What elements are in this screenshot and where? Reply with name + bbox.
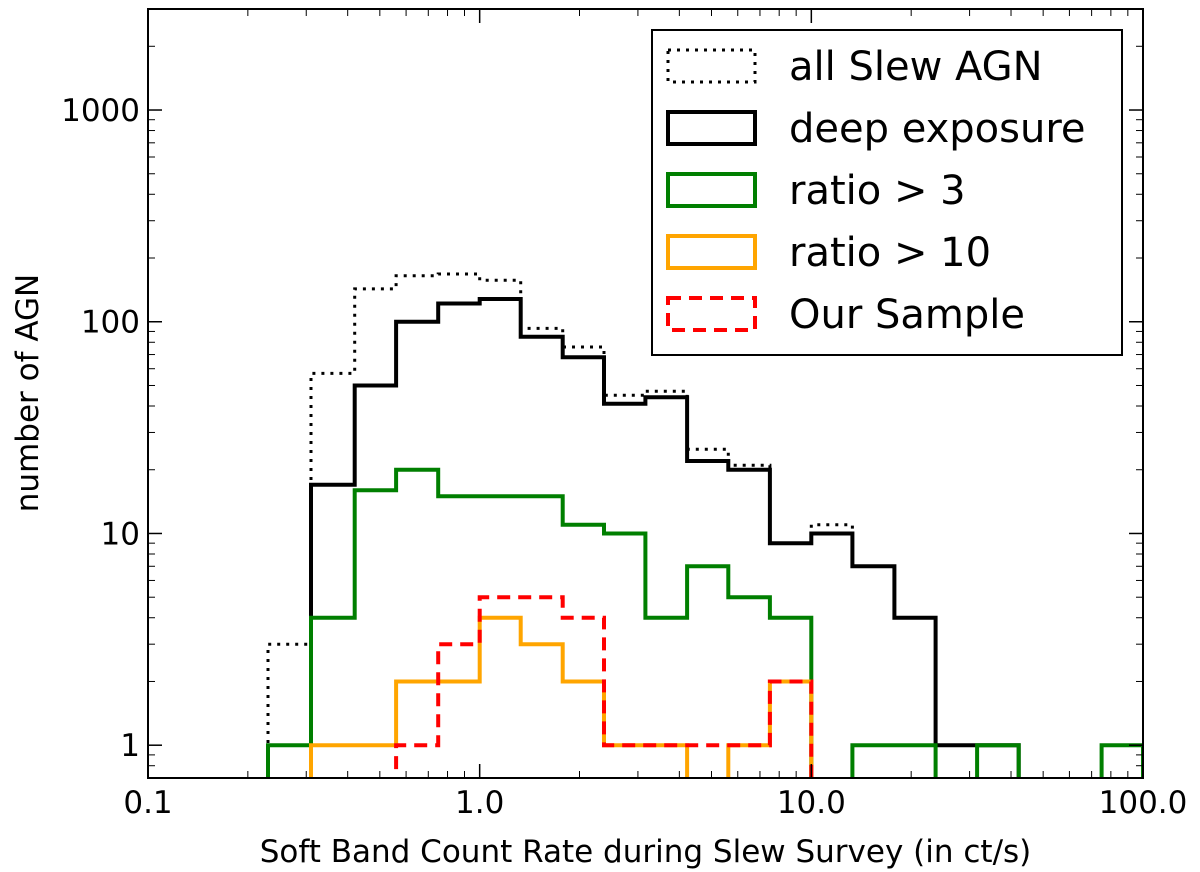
series-line-our-sample xyxy=(394,595,814,778)
legend-label-ratio-10: ratio > 10 xyxy=(789,230,991,276)
legend-label-deep-exposure: deep exposure xyxy=(789,106,1086,152)
series-line-ratio-3 xyxy=(266,467,1143,778)
y-tick-label: 1000 xyxy=(61,93,140,129)
y-tick-label: 1 xyxy=(120,728,140,764)
legend-swatch-our-sample xyxy=(666,296,757,332)
x-axis-title: Soft Band Count Rate during Slew Survey … xyxy=(260,834,1032,870)
legend-box xyxy=(651,29,1123,356)
ticks-layer: 0.1 1.0 10.0 100.0 1 10 100 1000 xyxy=(61,9,1187,821)
legend-swatch-ratio-10 xyxy=(666,234,757,270)
x-tick-label: 10.0 xyxy=(777,785,846,821)
legend-label-all-slew-agn: all Slew AGN xyxy=(789,44,1043,90)
series-line-all-slew-agn xyxy=(266,272,1021,778)
series-layer xyxy=(266,272,1143,778)
legend-swatch-all-slew-agn xyxy=(666,48,757,84)
legend-label-ratio-3: ratio > 3 xyxy=(789,168,966,214)
plot-frame xyxy=(147,8,1144,779)
legend-swatch-deep-exposure xyxy=(666,110,757,146)
series-line-deep-exposure xyxy=(309,297,1021,778)
legend-swatch-ratio-3 xyxy=(666,172,757,208)
x-tick-label: 0.1 xyxy=(123,785,172,821)
x-tick-label: 1.0 xyxy=(455,785,504,821)
x-tick-label: 100.0 xyxy=(1099,785,1188,821)
y-tick-label: 100 xyxy=(81,305,140,341)
legend-label-our-sample: Our Sample xyxy=(789,292,1025,338)
legend: all Slew AGN deep exposure ratio > 3 ratio … xyxy=(651,29,1123,356)
y-axis-title: number of AGN xyxy=(10,274,46,512)
series-line-ratio-10 xyxy=(309,615,814,778)
y-tick-label: 10 xyxy=(101,516,140,552)
